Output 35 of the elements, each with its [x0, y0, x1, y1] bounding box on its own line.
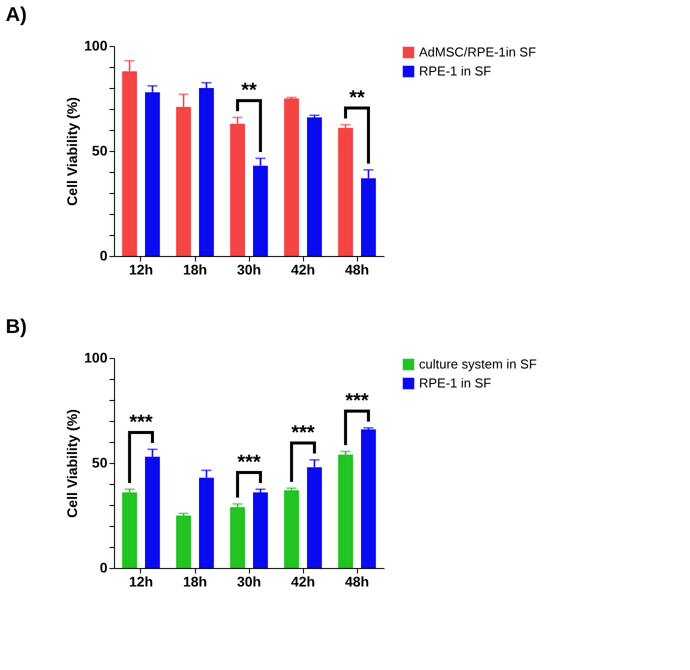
- x-tick-label: 42h: [290, 262, 316, 278]
- annotation: ***: [345, 390, 369, 412]
- annotation: **: [349, 86, 365, 109]
- bar: [122, 492, 137, 568]
- y-tick-label: 100: [84, 350, 108, 366]
- y-tick-label: 50: [92, 454, 108, 470]
- x-tick-label: 18h: [182, 574, 208, 590]
- legend-label: RPE-1 in SF: [419, 64, 492, 78]
- legend-label: AdMSC/RPE-1in SF: [419, 44, 536, 60]
- annotation: ***: [291, 422, 315, 444]
- chart-title: A): [6, 4, 27, 26]
- bar: [253, 492, 268, 568]
- x-tick-label: 30h: [236, 262, 262, 278]
- x-tick-label: 42h: [290, 574, 316, 590]
- y-tick-label: 100: [84, 38, 108, 54]
- x-tick-label: 12h: [128, 574, 154, 590]
- bar: [230, 507, 245, 568]
- legend-label: culture system in SF: [419, 356, 537, 372]
- annotation: **: [241, 80, 257, 102]
- y-tick-label: 50: [92, 142, 108, 158]
- y-tick-label: 0: [100, 560, 108, 576]
- annotation: ***: [237, 451, 261, 474]
- chart-title: B): [6, 316, 27, 338]
- bar: [338, 128, 353, 256]
- y-axis-title: Cell Viability (%): [64, 97, 80, 206]
- bar: [338, 454, 353, 568]
- annotation: ***: [129, 411, 153, 434]
- x-tick-label: 18h: [182, 262, 208, 278]
- x-tick-label: 48h: [344, 574, 370, 590]
- x-tick-label: 48h: [344, 262, 370, 278]
- x-tick-label: 12h: [128, 262, 154, 278]
- y-axis-title: Cell Viability (%): [64, 409, 80, 518]
- x-tick-label: 30h: [236, 574, 262, 590]
- legend-label: RPE-1 in SF: [419, 376, 492, 390]
- y-tick-label: 0: [100, 248, 108, 264]
